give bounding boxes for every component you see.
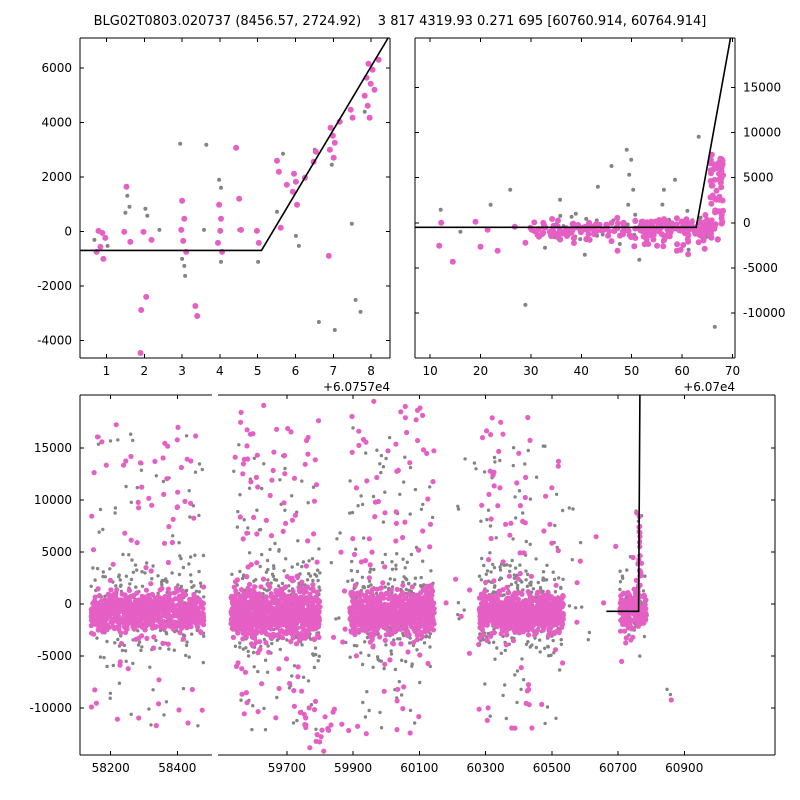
svg-text:-5000: -5000 [743, 261, 778, 275]
svg-text:0: 0 [64, 224, 72, 238]
svg-text:1: 1 [103, 364, 111, 378]
svg-text:2000: 2000 [41, 170, 72, 184]
bottom-model-line [606, 395, 641, 613]
svg-text:70: 70 [725, 364, 740, 378]
bottom-plot-area [88, 395, 674, 754]
svg-text:2: 2 [140, 364, 148, 378]
top-right-subplot: 10 20 30 40 50 60 70 -10000 -5000 0 5000 10000 15000… [414, 37, 786, 394]
svg-text:-2000: -2000 [37, 279, 72, 293]
svg-text:6: 6 [292, 364, 300, 378]
svg-text:-4000: -4000 [37, 333, 72, 347]
svg-text:5: 5 [254, 364, 262, 378]
top-right-model-line [415, 38, 732, 229]
svg-text:30: 30 [523, 364, 538, 378]
svg-text:-10000: -10000 [743, 306, 786, 320]
bottom-magenta-points-layer [88, 398, 674, 754]
svg-text:5000: 5000 [743, 171, 774, 185]
figure-title: BLG02T0803.020737 (8456.57, 2724.92) 3 8… [93, 14, 707, 29]
svg-text:40: 40 [574, 364, 589, 378]
svg-text:7: 7 [329, 364, 337, 378]
svg-text:6000: 6000 [41, 61, 72, 75]
top-left-plot-area [80, 38, 389, 356]
top-left-model-line [80, 38, 389, 252]
top-left-axes [79, 37, 391, 359]
top-left-subplot: 1 2 3 4 5 6 7 8 -4000 -2000 0 2000 4000 6000 +6.0757e4 [37, 37, 391, 394]
bottom-gray-points-layer [89, 426, 673, 732]
top-right-plot-area [415, 38, 732, 329]
svg-text:+6.07e4: +6.07e4 [683, 380, 735, 394]
top-right-axes [414, 37, 736, 359]
svg-text:+6.0757e4: +6.0757e4 [323, 380, 390, 394]
top-right-magenta-points-layer [436, 151, 727, 265]
bottom-axes [79, 394, 776, 756]
svg-text:10: 10 [422, 364, 437, 378]
svg-text:20: 20 [473, 364, 488, 378]
svg-text:60: 60 [674, 364, 689, 378]
svg-text:15000: 15000 [743, 81, 781, 95]
top-left-magenta-points-layer [93, 56, 382, 356]
svg-text:50: 50 [624, 364, 639, 378]
svg-text:4: 4 [216, 364, 224, 378]
svg-text:4000: 4000 [41, 115, 72, 129]
top-right-gray-points-layer [438, 134, 717, 329]
svg-text:10000: 10000 [743, 126, 781, 140]
svg-text:0: 0 [743, 216, 751, 230]
svg-text:8: 8 [367, 364, 375, 378]
svg-text:3: 3 [178, 364, 186, 378]
bottom-subplot: 58200 58400 59700 59900 60100 60300 60500 60700… [29, 394, 776, 775]
